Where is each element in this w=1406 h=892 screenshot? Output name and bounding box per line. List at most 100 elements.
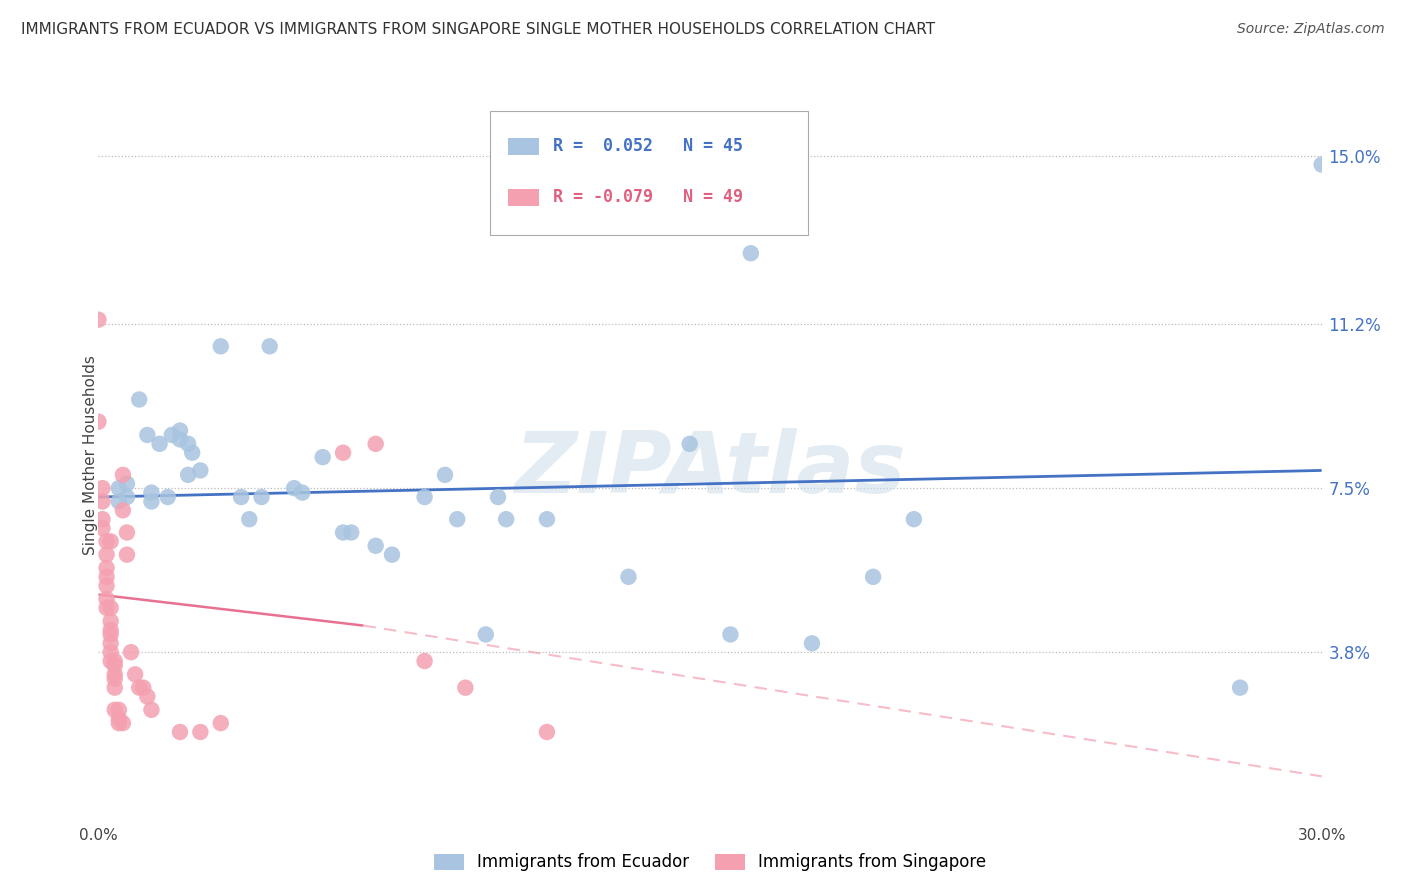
Point (100, 627, 122, 641)
Point (209, 339, 232, 353)
Point (104, 654, 127, 668)
Point (136, 690, 159, 704)
Point (903, 512, 925, 526)
Point (332, 446, 354, 460)
Point (120, 645, 142, 659)
Point (141, 485, 163, 500)
Point (108, 481, 131, 495)
Point (209, 716, 232, 731)
Point (91, 512, 114, 526)
Text: IMMIGRANTS FROM ECUADOR VS IMMIGRANTS FROM SINGAPORE SINGLE MOTHER HOUSEHOLDS CO: IMMIGRANTS FROM ECUADOR VS IMMIGRANTS FR… (21, 22, 935, 37)
Point (141, 494, 163, 508)
Point (1310, 157, 1333, 171)
Point (115, 476, 138, 491)
Point (188, 725, 212, 739)
Point (115, 490, 138, 504)
Point (100, 654, 122, 668)
Point (100, 636, 122, 650)
Point (100, 645, 122, 659)
Point (238, 512, 260, 526)
Text: Source: ZipAtlas.com: Source: ZipAtlas.com (1237, 22, 1385, 37)
Point (495, 512, 517, 526)
Point (96, 600, 118, 615)
Point (181, 446, 204, 460)
Point (104, 667, 127, 681)
Point (332, 525, 354, 540)
Bar (508, 137, 538, 155)
Point (169, 433, 191, 447)
Point (291, 485, 314, 500)
Point (454, 681, 477, 695)
Point (536, 512, 558, 526)
Point (177, 467, 200, 482)
Point (96, 570, 118, 584)
Point (188, 463, 212, 477)
Point (111, 503, 134, 517)
Point (679, 437, 702, 451)
Point (141, 703, 163, 717)
Point (160, 428, 183, 442)
Point (169, 424, 191, 438)
Point (111, 467, 134, 482)
Point (413, 490, 436, 504)
Point (91, 521, 114, 535)
Point (100, 614, 122, 628)
Point (96, 579, 118, 593)
Point (96, 592, 118, 607)
Text: R = -0.079   N = 49: R = -0.079 N = 49 (554, 188, 744, 206)
Point (108, 494, 131, 508)
Point (446, 512, 468, 526)
Point (96, 534, 118, 549)
Point (413, 654, 436, 668)
Point (87, 312, 110, 326)
Point (111, 716, 134, 731)
Point (100, 623, 122, 637)
Point (96, 548, 118, 562)
Bar (508, 189, 538, 206)
Point (259, 339, 281, 353)
Point (104, 672, 127, 686)
Point (115, 525, 138, 540)
Y-axis label: Single Mother Households: Single Mother Households (83, 355, 97, 555)
Point (364, 539, 387, 553)
Point (862, 570, 884, 584)
Point (177, 437, 200, 451)
Point (340, 525, 363, 540)
Point (156, 490, 179, 504)
Point (136, 428, 159, 442)
Point (104, 658, 127, 673)
Point (364, 437, 387, 451)
Point (169, 725, 191, 739)
Point (108, 712, 131, 726)
Point (91, 481, 114, 495)
Point (312, 450, 335, 464)
Point (381, 548, 404, 562)
Point (108, 703, 131, 717)
Text: R =  0.052   N = 45: R = 0.052 N = 45 (554, 137, 744, 155)
Point (434, 467, 457, 482)
Point (1229, 681, 1251, 695)
Point (115, 548, 138, 562)
Point (474, 627, 498, 641)
Point (104, 681, 127, 695)
Point (108, 716, 131, 731)
Point (231, 490, 253, 504)
Point (740, 246, 762, 260)
Point (149, 437, 172, 451)
Point (124, 667, 146, 681)
Point (283, 481, 305, 495)
Point (486, 490, 509, 504)
Point (100, 600, 122, 615)
Point (128, 392, 150, 407)
Point (132, 681, 155, 695)
Point (96, 561, 118, 575)
Point (128, 681, 150, 695)
FancyBboxPatch shape (489, 112, 808, 235)
Point (100, 534, 122, 549)
Point (104, 703, 127, 717)
Point (87, 415, 110, 429)
Point (617, 570, 640, 584)
Text: ZIPAtlas: ZIPAtlas (515, 428, 905, 511)
Point (720, 627, 742, 641)
Point (91, 494, 114, 508)
